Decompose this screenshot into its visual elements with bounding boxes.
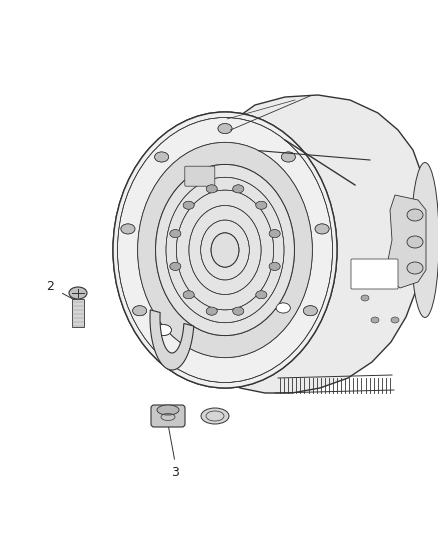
Text: 3: 3 [171, 465, 179, 479]
Ellipse shape [281, 152, 295, 162]
Ellipse shape [256, 291, 267, 299]
Ellipse shape [133, 306, 147, 316]
Ellipse shape [371, 317, 379, 323]
Ellipse shape [315, 224, 329, 234]
Ellipse shape [304, 306, 318, 316]
Ellipse shape [211, 233, 239, 267]
Ellipse shape [276, 303, 290, 313]
FancyBboxPatch shape [72, 299, 84, 327]
Ellipse shape [256, 201, 267, 209]
Ellipse shape [157, 405, 179, 415]
Text: 2: 2 [46, 280, 54, 294]
Polygon shape [150, 310, 194, 370]
Ellipse shape [138, 142, 312, 358]
Ellipse shape [206, 185, 217, 193]
Ellipse shape [407, 262, 423, 274]
Ellipse shape [170, 262, 181, 270]
Ellipse shape [407, 236, 423, 248]
Ellipse shape [211, 233, 239, 267]
Ellipse shape [206, 185, 217, 193]
Ellipse shape [155, 152, 169, 162]
Ellipse shape [155, 165, 294, 336]
Ellipse shape [407, 209, 423, 221]
Ellipse shape [170, 262, 181, 270]
Ellipse shape [183, 291, 194, 299]
FancyBboxPatch shape [151, 405, 185, 427]
Ellipse shape [155, 325, 171, 336]
Ellipse shape [170, 230, 181, 238]
Ellipse shape [391, 317, 399, 323]
Ellipse shape [155, 165, 294, 336]
Ellipse shape [269, 230, 280, 238]
Ellipse shape [206, 307, 217, 315]
Ellipse shape [206, 307, 217, 315]
Ellipse shape [315, 224, 329, 234]
Ellipse shape [113, 112, 337, 388]
Text: 1: 1 [224, 284, 232, 296]
Ellipse shape [183, 201, 194, 209]
Ellipse shape [276, 303, 290, 313]
Ellipse shape [218, 124, 232, 134]
Ellipse shape [411, 163, 438, 318]
Ellipse shape [133, 306, 147, 316]
Ellipse shape [183, 291, 194, 299]
Ellipse shape [256, 201, 267, 209]
Ellipse shape [121, 224, 135, 234]
Ellipse shape [201, 408, 229, 424]
Ellipse shape [256, 291, 267, 299]
Ellipse shape [170, 230, 181, 238]
Ellipse shape [269, 262, 280, 270]
Ellipse shape [183, 201, 194, 209]
Ellipse shape [138, 142, 312, 358]
Ellipse shape [121, 224, 135, 234]
Polygon shape [216, 95, 427, 393]
Ellipse shape [304, 306, 318, 316]
Ellipse shape [113, 112, 337, 388]
Ellipse shape [155, 325, 171, 336]
Ellipse shape [233, 185, 244, 193]
FancyBboxPatch shape [185, 166, 215, 186]
Ellipse shape [233, 307, 244, 315]
FancyBboxPatch shape [351, 259, 398, 289]
Ellipse shape [233, 307, 244, 315]
Ellipse shape [218, 124, 232, 134]
Polygon shape [388, 195, 426, 288]
Ellipse shape [269, 230, 280, 238]
Ellipse shape [69, 287, 87, 299]
Ellipse shape [155, 152, 169, 162]
Ellipse shape [361, 295, 369, 301]
Ellipse shape [233, 185, 244, 193]
Ellipse shape [281, 152, 295, 162]
Ellipse shape [269, 262, 280, 270]
